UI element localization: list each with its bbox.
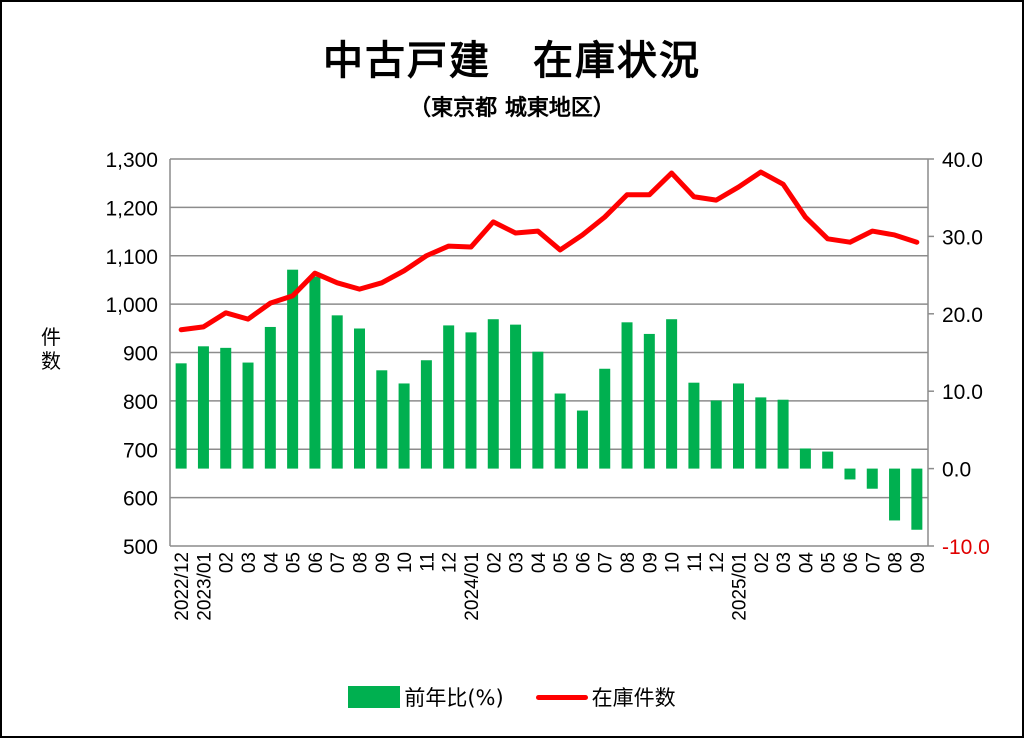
right-tick-label: 40.0 [942,149,983,172]
x-tick-label: 03 [239,552,260,573]
bar-04 [264,326,276,469]
left-tick-label: 1,200 [105,197,158,220]
left-tick-label: 800 [123,391,158,414]
bar-05 [822,451,834,469]
bar-10 [666,319,678,469]
x-tick-label: 10 [663,552,684,573]
x-tick-label: 2023/01 [194,552,215,621]
right-tick-label: 20.0 [942,304,983,327]
chart-title: 中古戸建 在庫状況 [323,38,701,84]
x-tick-label: 09 [373,552,394,573]
bar-06 [576,410,588,469]
bar-11 [688,382,700,469]
legend-label-inventory: 在庫件数 [591,686,676,710]
bar-2022-12 [175,363,187,469]
x-tick-label: 04 [529,552,550,574]
legend: 前年比(%) 在庫件数 [0,682,1024,712]
x-tick-label: 06 [573,552,594,573]
bar-04 [799,448,811,469]
bar-11 [420,360,432,469]
x-tick-label: 09 [908,552,929,573]
bar-06 [844,468,856,480]
left-tick-label: 1,300 [105,149,158,172]
left-tick-label: 500 [123,536,158,559]
x-tick-label: 07 [596,552,617,573]
bar-07 [331,315,343,469]
bar-04 [532,351,544,469]
x-tick-label: 02 [484,552,505,573]
right-tick-label: 30.0 [942,226,983,249]
x-tick-label: 08 [886,552,907,573]
x-tick-label: 11 [417,552,438,572]
bar-09 [643,333,655,469]
legend-label-yoy: 前年比(%) [404,686,504,710]
x-tick-label: 02 [217,552,238,573]
left-tick-label: 1,100 [105,246,158,269]
x-tick-label: 03 [774,552,795,573]
left-tick-label: 600 [123,488,158,511]
x-tick-label: 03 [507,552,528,573]
bar-2024-01 [465,332,477,469]
bar-2023-01 [197,346,209,469]
bar-05 [554,393,566,469]
x-tick-label: 10 [395,552,416,573]
bar-09 [376,370,388,469]
chart-subtitle: （東京都 城東地区） [409,96,615,121]
x-tick-label: 08 [351,552,372,573]
bar-07 [866,468,878,489]
right-tick-label: 0.0 [942,459,971,482]
bar-03 [510,324,522,469]
x-tick-label: 05 [819,552,840,573]
bar-02 [220,347,232,469]
bar-2025-01 [733,383,744,469]
x-tick-label: 06 [306,552,327,573]
bar-10 [398,383,410,469]
y-axis-label: 件数 [41,325,61,373]
x-tick-label: 09 [640,552,661,573]
left-tick-label: 1,000 [105,294,158,317]
legend-swatch-line [535,694,588,700]
legend-item-inventory: 在庫件数 [535,682,676,712]
x-tick-label: 02 [752,552,773,573]
x-tick-label: 12 [707,552,728,573]
left-tick-label: 700 [123,439,158,462]
bar-08 [354,328,365,469]
bar-08 [889,468,901,521]
bar-05 [287,269,299,469]
x-tick-label: 05 [284,552,305,573]
bar-07 [599,368,611,469]
x-tick-label: 2025/01 [730,552,751,621]
legend-swatch-bar [348,686,401,708]
x-tick-label: 04 [796,552,817,574]
x-tick-label: 08 [618,552,639,573]
bar-03 [777,399,789,469]
bar-09 [911,468,923,530]
bar-06 [309,276,321,469]
x-tick-label: 05 [551,552,572,573]
legend-item-yoy: 前年比(%) [348,682,504,712]
x-tick-label: 04 [261,552,282,574]
inventory-line [178,169,920,333]
x-tick-label: 11 [685,552,706,572]
bar-12 [443,325,455,469]
bar-03 [242,362,254,469]
bar-02 [755,397,767,469]
right-tick-label: -10.0 [942,536,990,559]
x-tick-label: 07 [863,552,884,573]
x-tick-label: 06 [841,552,862,573]
bar-02 [487,319,499,469]
bar-12 [710,400,722,469]
x-tick-label: 2024/01 [462,552,483,621]
x-tick-label: 07 [328,552,349,573]
left-tick-label: 900 [123,343,158,366]
bar-08 [621,322,633,469]
right-tick-label: 10.0 [942,381,983,404]
x-tick-label: 12 [440,552,461,573]
x-tick-label: 2022/12 [172,552,193,621]
